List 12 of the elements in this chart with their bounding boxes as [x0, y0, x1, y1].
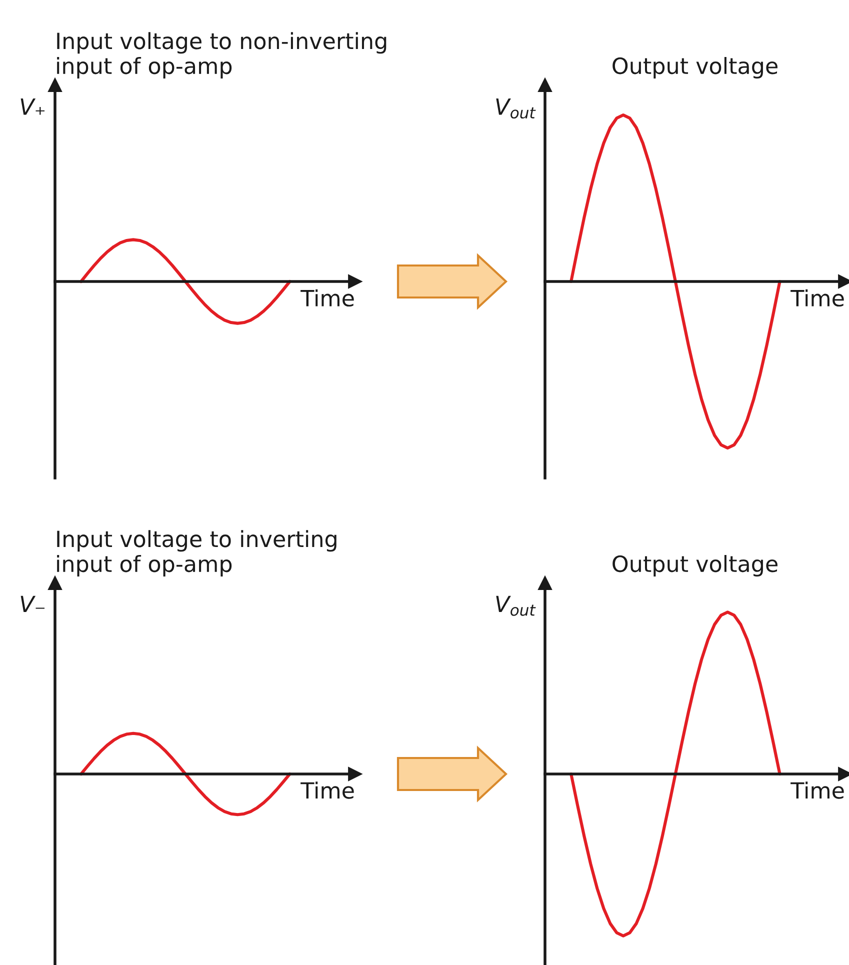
x-axis-title: Time: [300, 289, 354, 307]
chart-title: Output voltage: [612, 57, 778, 79]
chart-title: Input voltage to inverting input of op-amp: [57, 530, 336, 577]
x-axis-title: Time: [790, 289, 844, 307]
chart-title: Output voltage: [612, 555, 778, 577]
x-axis-title: Time: [790, 782, 844, 799]
y-axis-title: V$_{out}$: [496, 98, 536, 119]
y-axis-title: V$_{out}$: [496, 596, 536, 616]
x-axis-title: Time: [300, 782, 354, 799]
chart-title: Input voltage to non-inverting input of op-amp: [57, 32, 386, 79]
y-axis-title: V₊: [20, 98, 45, 115]
y-axis-title: V₋: [20, 596, 45, 612]
